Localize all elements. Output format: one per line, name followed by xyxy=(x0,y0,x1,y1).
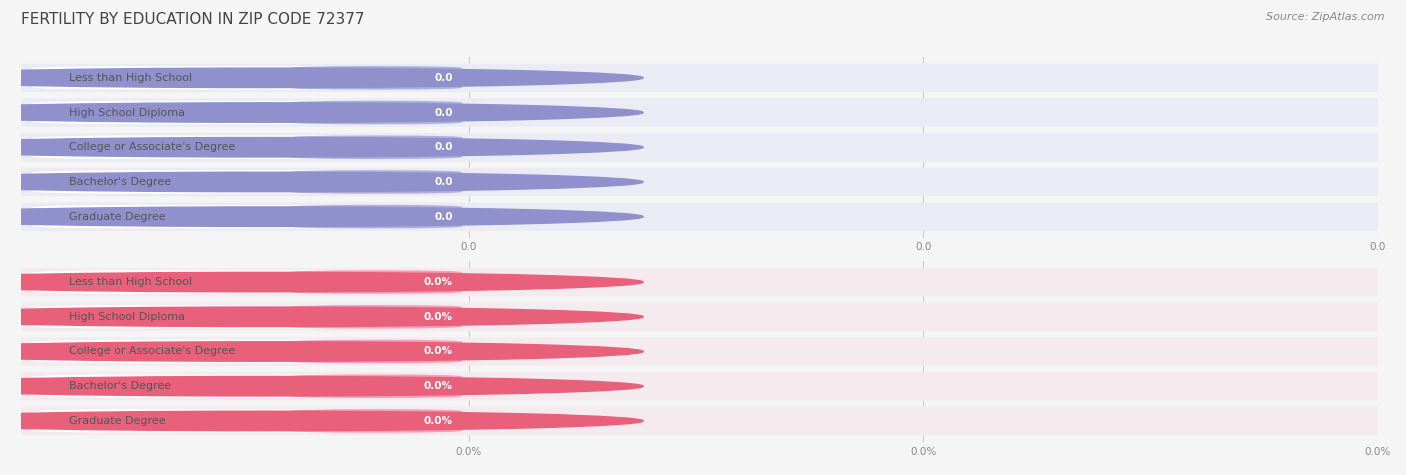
FancyBboxPatch shape xyxy=(290,374,463,398)
FancyBboxPatch shape xyxy=(290,66,463,90)
FancyBboxPatch shape xyxy=(21,98,1378,127)
Text: 0.0: 0.0 xyxy=(434,107,453,117)
Text: Bachelor's Degree: Bachelor's Degree xyxy=(69,381,170,391)
FancyBboxPatch shape xyxy=(290,135,463,159)
FancyBboxPatch shape xyxy=(32,135,463,159)
Text: Graduate Degree: Graduate Degree xyxy=(69,416,165,426)
Text: Less than High School: Less than High School xyxy=(69,277,191,287)
Text: 0.0%: 0.0% xyxy=(423,346,453,357)
FancyBboxPatch shape xyxy=(32,205,463,228)
FancyBboxPatch shape xyxy=(32,305,463,329)
FancyBboxPatch shape xyxy=(290,170,463,194)
FancyBboxPatch shape xyxy=(290,270,463,294)
FancyBboxPatch shape xyxy=(21,168,1378,196)
FancyBboxPatch shape xyxy=(21,372,1378,400)
Text: 0.0: 0.0 xyxy=(434,73,453,83)
Circle shape xyxy=(0,307,643,326)
Text: FERTILITY BY EDUCATION IN ZIP CODE 72377: FERTILITY BY EDUCATION IN ZIP CODE 72377 xyxy=(21,12,364,27)
Text: 0.0%: 0.0% xyxy=(423,381,453,391)
FancyBboxPatch shape xyxy=(21,303,1378,331)
FancyBboxPatch shape xyxy=(21,64,1378,92)
Text: Source: ZipAtlas.com: Source: ZipAtlas.com xyxy=(1267,12,1385,22)
Circle shape xyxy=(0,172,643,192)
FancyBboxPatch shape xyxy=(290,409,463,433)
Text: Bachelor's Degree: Bachelor's Degree xyxy=(69,177,170,187)
FancyBboxPatch shape xyxy=(290,305,463,329)
Circle shape xyxy=(0,138,643,157)
FancyBboxPatch shape xyxy=(21,407,1378,435)
FancyBboxPatch shape xyxy=(290,205,463,228)
FancyBboxPatch shape xyxy=(32,270,463,294)
Text: 0.0: 0.0 xyxy=(434,212,453,222)
FancyBboxPatch shape xyxy=(32,340,463,363)
FancyBboxPatch shape xyxy=(32,374,463,398)
Text: 0.0: 0.0 xyxy=(434,142,453,152)
FancyBboxPatch shape xyxy=(32,409,463,433)
Text: High School Diploma: High School Diploma xyxy=(69,107,184,117)
Text: 0.0%: 0.0% xyxy=(423,416,453,426)
FancyBboxPatch shape xyxy=(21,202,1378,231)
Text: 0.0%: 0.0% xyxy=(423,312,453,322)
FancyBboxPatch shape xyxy=(290,101,463,124)
Text: 0.0%: 0.0% xyxy=(423,277,453,287)
Circle shape xyxy=(0,103,643,122)
Circle shape xyxy=(0,68,643,87)
FancyBboxPatch shape xyxy=(32,66,463,90)
Text: College or Associate's Degree: College or Associate's Degree xyxy=(69,142,235,152)
FancyBboxPatch shape xyxy=(21,337,1378,366)
FancyBboxPatch shape xyxy=(290,340,463,363)
Text: Less than High School: Less than High School xyxy=(69,73,191,83)
Circle shape xyxy=(0,272,643,292)
Circle shape xyxy=(0,411,643,431)
Text: Graduate Degree: Graduate Degree xyxy=(69,212,165,222)
Text: College or Associate's Degree: College or Associate's Degree xyxy=(69,346,235,357)
Circle shape xyxy=(0,377,643,396)
FancyBboxPatch shape xyxy=(32,101,463,124)
Circle shape xyxy=(0,342,643,361)
Circle shape xyxy=(0,207,643,227)
Text: High School Diploma: High School Diploma xyxy=(69,312,184,322)
Text: 0.0: 0.0 xyxy=(434,177,453,187)
FancyBboxPatch shape xyxy=(21,133,1378,162)
FancyBboxPatch shape xyxy=(32,170,463,194)
FancyBboxPatch shape xyxy=(21,268,1378,296)
